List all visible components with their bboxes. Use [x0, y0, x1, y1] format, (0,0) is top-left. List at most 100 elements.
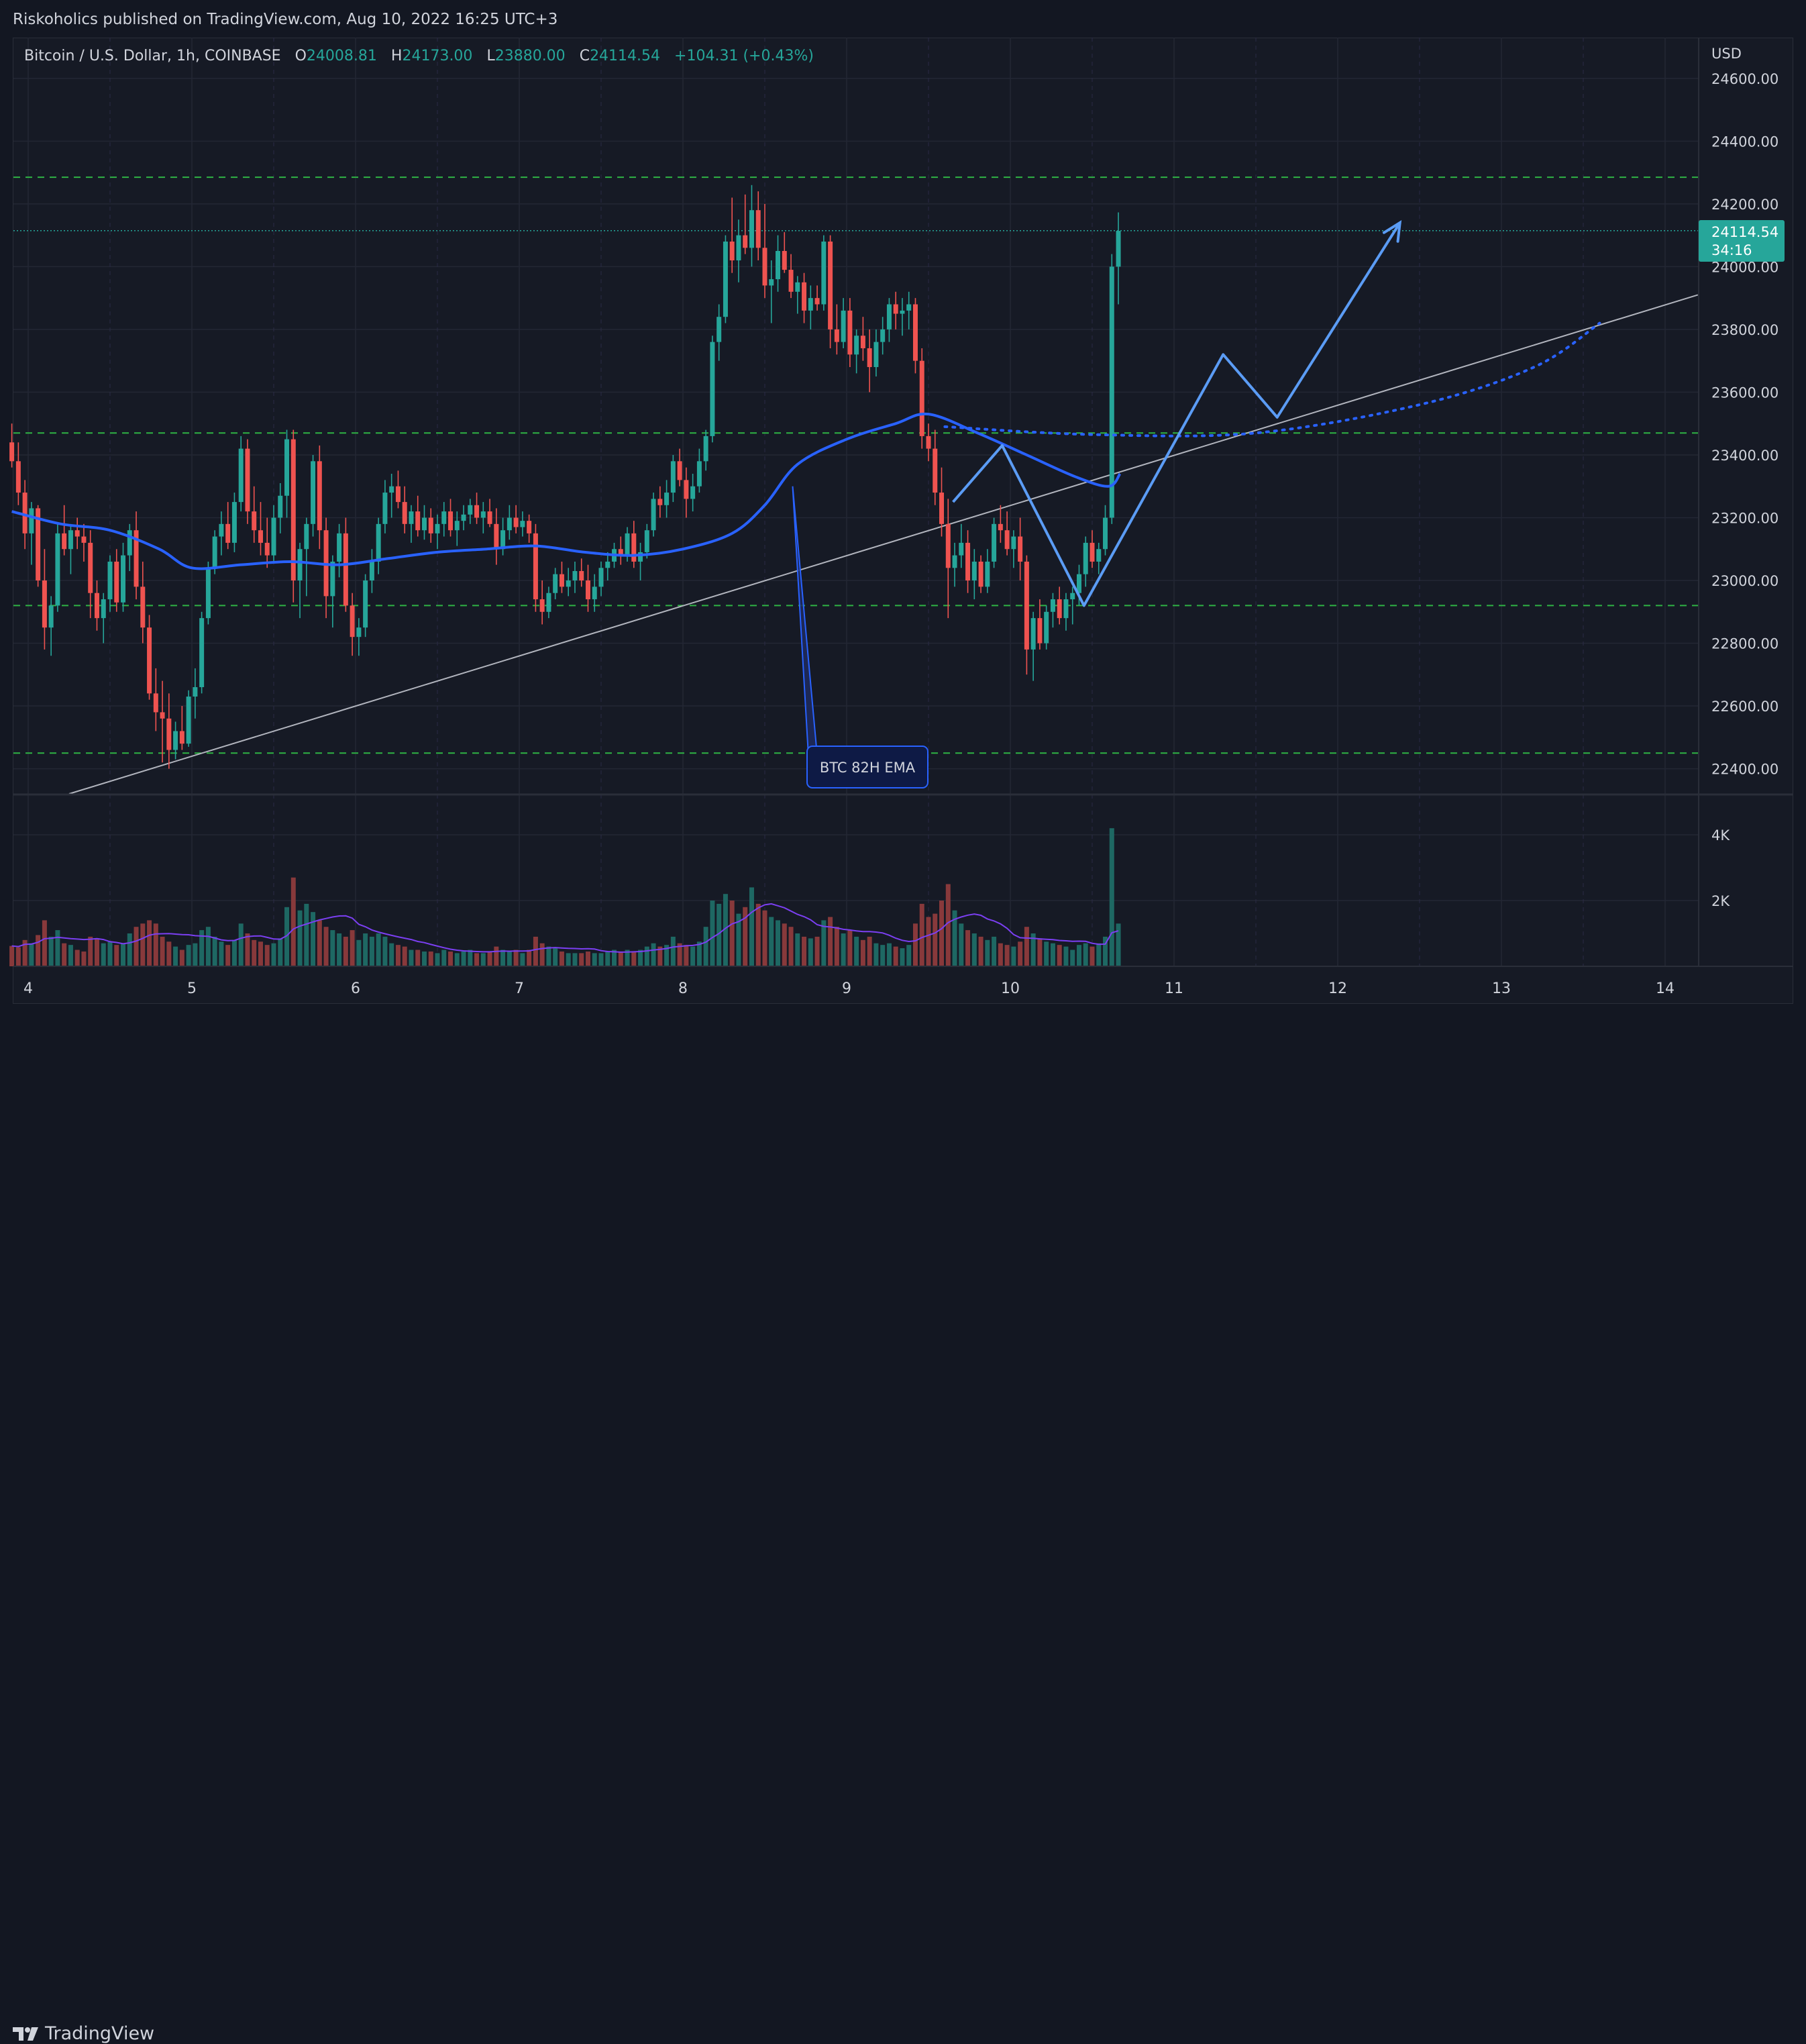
volume-bar [900, 948, 905, 966]
candle-body [657, 499, 663, 505]
volume-bar [978, 936, 984, 966]
trendline[interactable] [68, 294, 1699, 795]
candle-body [369, 561, 374, 581]
volume-bar [127, 933, 132, 966]
volume-bar [480, 953, 486, 966]
volume-bar [959, 923, 964, 966]
chart-svg[interactable]: BTC 82H EMA 24600.00 24400.00 24200.00 2400… [0, 0, 1806, 1054]
price-axis[interactable]: 24600.00 24400.00 24200.00 24000.00 23800.00… [1711, 71, 1778, 778]
volume-bar [88, 936, 93, 966]
volume-bar [743, 907, 748, 966]
candle-body [710, 342, 715, 436]
candle-body [68, 530, 73, 550]
low-value: 23880.00 [495, 48, 566, 64]
tradingview-logo[interactable]: TradingView [13, 2023, 154, 2044]
volume-bar [1037, 938, 1043, 966]
time-tick-label: 8 [678, 980, 688, 997]
volume-bar [421, 951, 427, 966]
volume-bar [42, 920, 47, 966]
volume-bar [605, 951, 610, 966]
volume-bar [808, 938, 813, 966]
dotted-projection[interactable] [943, 321, 1601, 438]
volume-bar [736, 913, 741, 966]
volume-bar [566, 953, 571, 966]
volume-bar [710, 901, 715, 966]
volume-bar [579, 953, 584, 966]
volume-bar [304, 903, 309, 966]
candle-body [435, 523, 440, 533]
volume-bar [939, 901, 945, 966]
time-tick-label: 6 [351, 980, 360, 997]
candle-body [140, 586, 146, 628]
candle-body [527, 521, 532, 533]
volume-bar [140, 923, 146, 966]
candle-body [1030, 618, 1036, 650]
volume-bar [454, 953, 460, 966]
candle-body [245, 448, 250, 512]
volume-bar [998, 943, 1003, 966]
volume-bar [520, 953, 525, 966]
candle-body [1037, 618, 1043, 644]
volume-bar [389, 943, 394, 966]
candle-body [1044, 611, 1049, 644]
volume-bar [886, 943, 892, 966]
candle-body [421, 517, 427, 531]
volume-bar [173, 946, 178, 966]
ema-callout-box[interactable] [806, 746, 928, 788]
candle-body [107, 561, 113, 600]
volume-bar [854, 936, 859, 966]
volume-bar [81, 951, 87, 966]
volume-bar [166, 941, 172, 966]
candle-body [186, 697, 191, 744]
candle-body [428, 517, 433, 533]
candle-body [166, 718, 172, 750]
volume-bar [382, 936, 388, 966]
price-tick-label: 23400.00 [1711, 448, 1778, 464]
candle-body [114, 561, 119, 603]
candle-body [153, 693, 158, 713]
candle-body [762, 248, 767, 286]
time-axis[interactable]: 4 5 6 7 8 9 10 11 12 13 14 [23, 980, 1675, 997]
candle-body [631, 533, 637, 562]
volume-bar [121, 943, 126, 966]
ema-line[interactable] [11, 412, 1122, 570]
candle-body [62, 533, 67, 550]
volume-bar [945, 884, 951, 966]
candle-body [605, 561, 610, 568]
candle-body [828, 241, 833, 329]
candle-body [1103, 517, 1108, 550]
candle-body [566, 580, 571, 587]
volume-bar [657, 946, 663, 966]
candle-body [776, 250, 781, 280]
volume-bar [1109, 828, 1114, 966]
candle-body [179, 731, 184, 744]
volume-bar [311, 912, 316, 966]
price-tick-label: 24400.00 [1711, 134, 1778, 150]
candle-body [579, 570, 584, 581]
volume-bar [513, 950, 519, 966]
price-tick-label: 24600.00 [1711, 71, 1778, 87]
volume-bar [1083, 943, 1088, 966]
volume-bar [48, 936, 54, 966]
candle-body [729, 241, 735, 261]
projection-path[interactable] [952, 221, 1401, 607]
candle-body [330, 561, 335, 597]
candle-body [121, 555, 126, 603]
volume-bar [356, 939, 362, 966]
candle-body [945, 523, 951, 568]
volume-bar [74, 950, 80, 966]
published-line: Riskoholics published on TradingView.com… [13, 11, 558, 28]
volume-bar [539, 943, 545, 966]
candle-body [854, 336, 859, 355]
candle-body [618, 549, 623, 556]
time-tick-label: 13 [1492, 980, 1511, 997]
volume-bar [841, 933, 846, 966]
candle-body [886, 304, 892, 329]
chart-panel[interactable] [13, 38, 1793, 1004]
candle-body [985, 561, 990, 587]
volume-bar [985, 939, 990, 966]
candle-body [454, 521, 460, 531]
volume-bar [428, 951, 433, 966]
volume-ma-line [11, 903, 1119, 953]
candle-body [1076, 574, 1081, 593]
